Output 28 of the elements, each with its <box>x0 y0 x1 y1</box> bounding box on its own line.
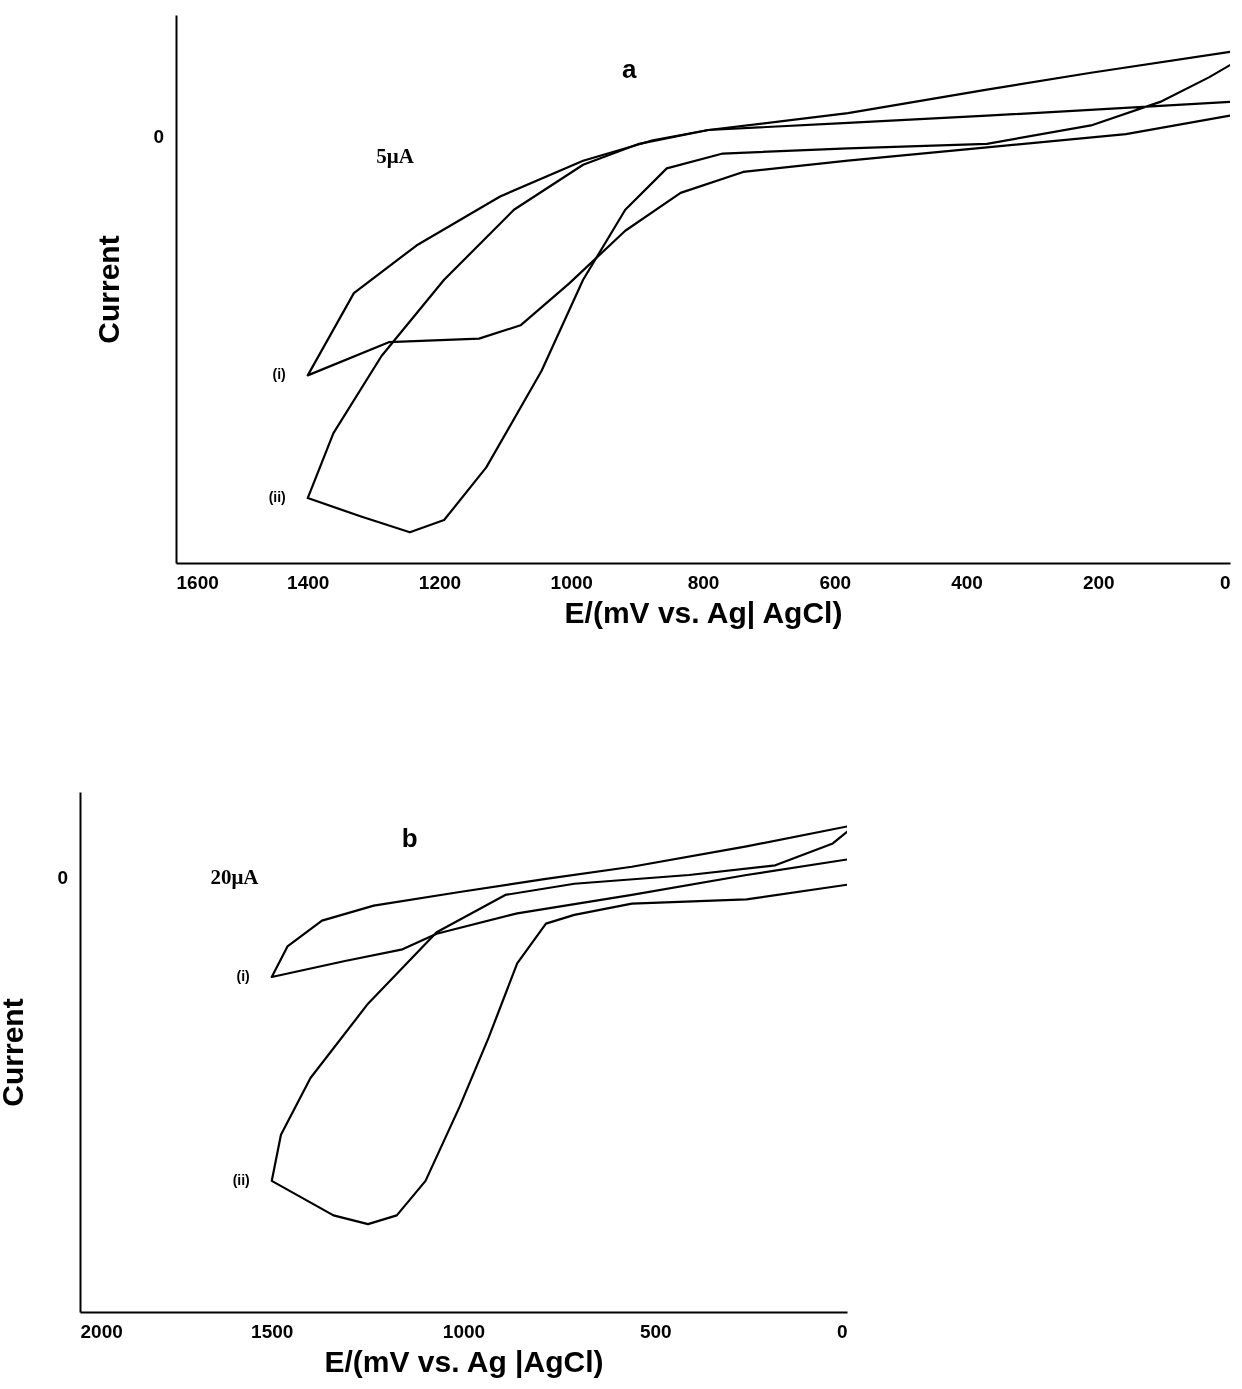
x-tick-label: 600 <box>819 571 852 593</box>
x-tick-label: 800 <box>687 571 720 593</box>
chart-title: b <box>401 822 418 853</box>
text: 0 <box>153 126 164 148</box>
x-tick-label: 1000 <box>550 571 593 593</box>
series-label: (ii) <box>232 1171 250 1188</box>
x-tick-label: 2000 <box>80 1320 123 1342</box>
series-label: (ii) <box>268 489 286 506</box>
annotation: 20μA <box>210 864 260 889</box>
x-tick-label: 500 <box>639 1320 672 1342</box>
chart-title: a <box>621 53 637 84</box>
x-tick-label: 0 <box>836 1320 848 1342</box>
x-axis-title: E/(mV vs. Ag |AgCl) <box>324 1344 604 1378</box>
y-axis-title: Current <box>0 998 29 1107</box>
x-tick-label: 1600 <box>176 571 219 593</box>
x-tick-label: 0 <box>1219 571 1231 593</box>
x-tick-label: 200 <box>1082 571 1115 593</box>
series-label: (i) <box>236 967 250 984</box>
text: 0 <box>57 866 68 888</box>
series-label: (i) <box>272 366 286 383</box>
x-tick-label: 400 <box>951 571 983 593</box>
x-tick-label: 1400 <box>287 571 330 593</box>
x-tick-label: 1500 <box>251 1320 294 1342</box>
x-tick-label: 1200 <box>418 571 462 593</box>
annotation: 5μA <box>376 144 415 169</box>
y-axis-title: Current <box>91 235 125 344</box>
x-tick-label: 1000 <box>442 1320 486 1342</box>
x-axis-title: E/(mV vs. Ag| AgCl) <box>564 595 843 629</box>
